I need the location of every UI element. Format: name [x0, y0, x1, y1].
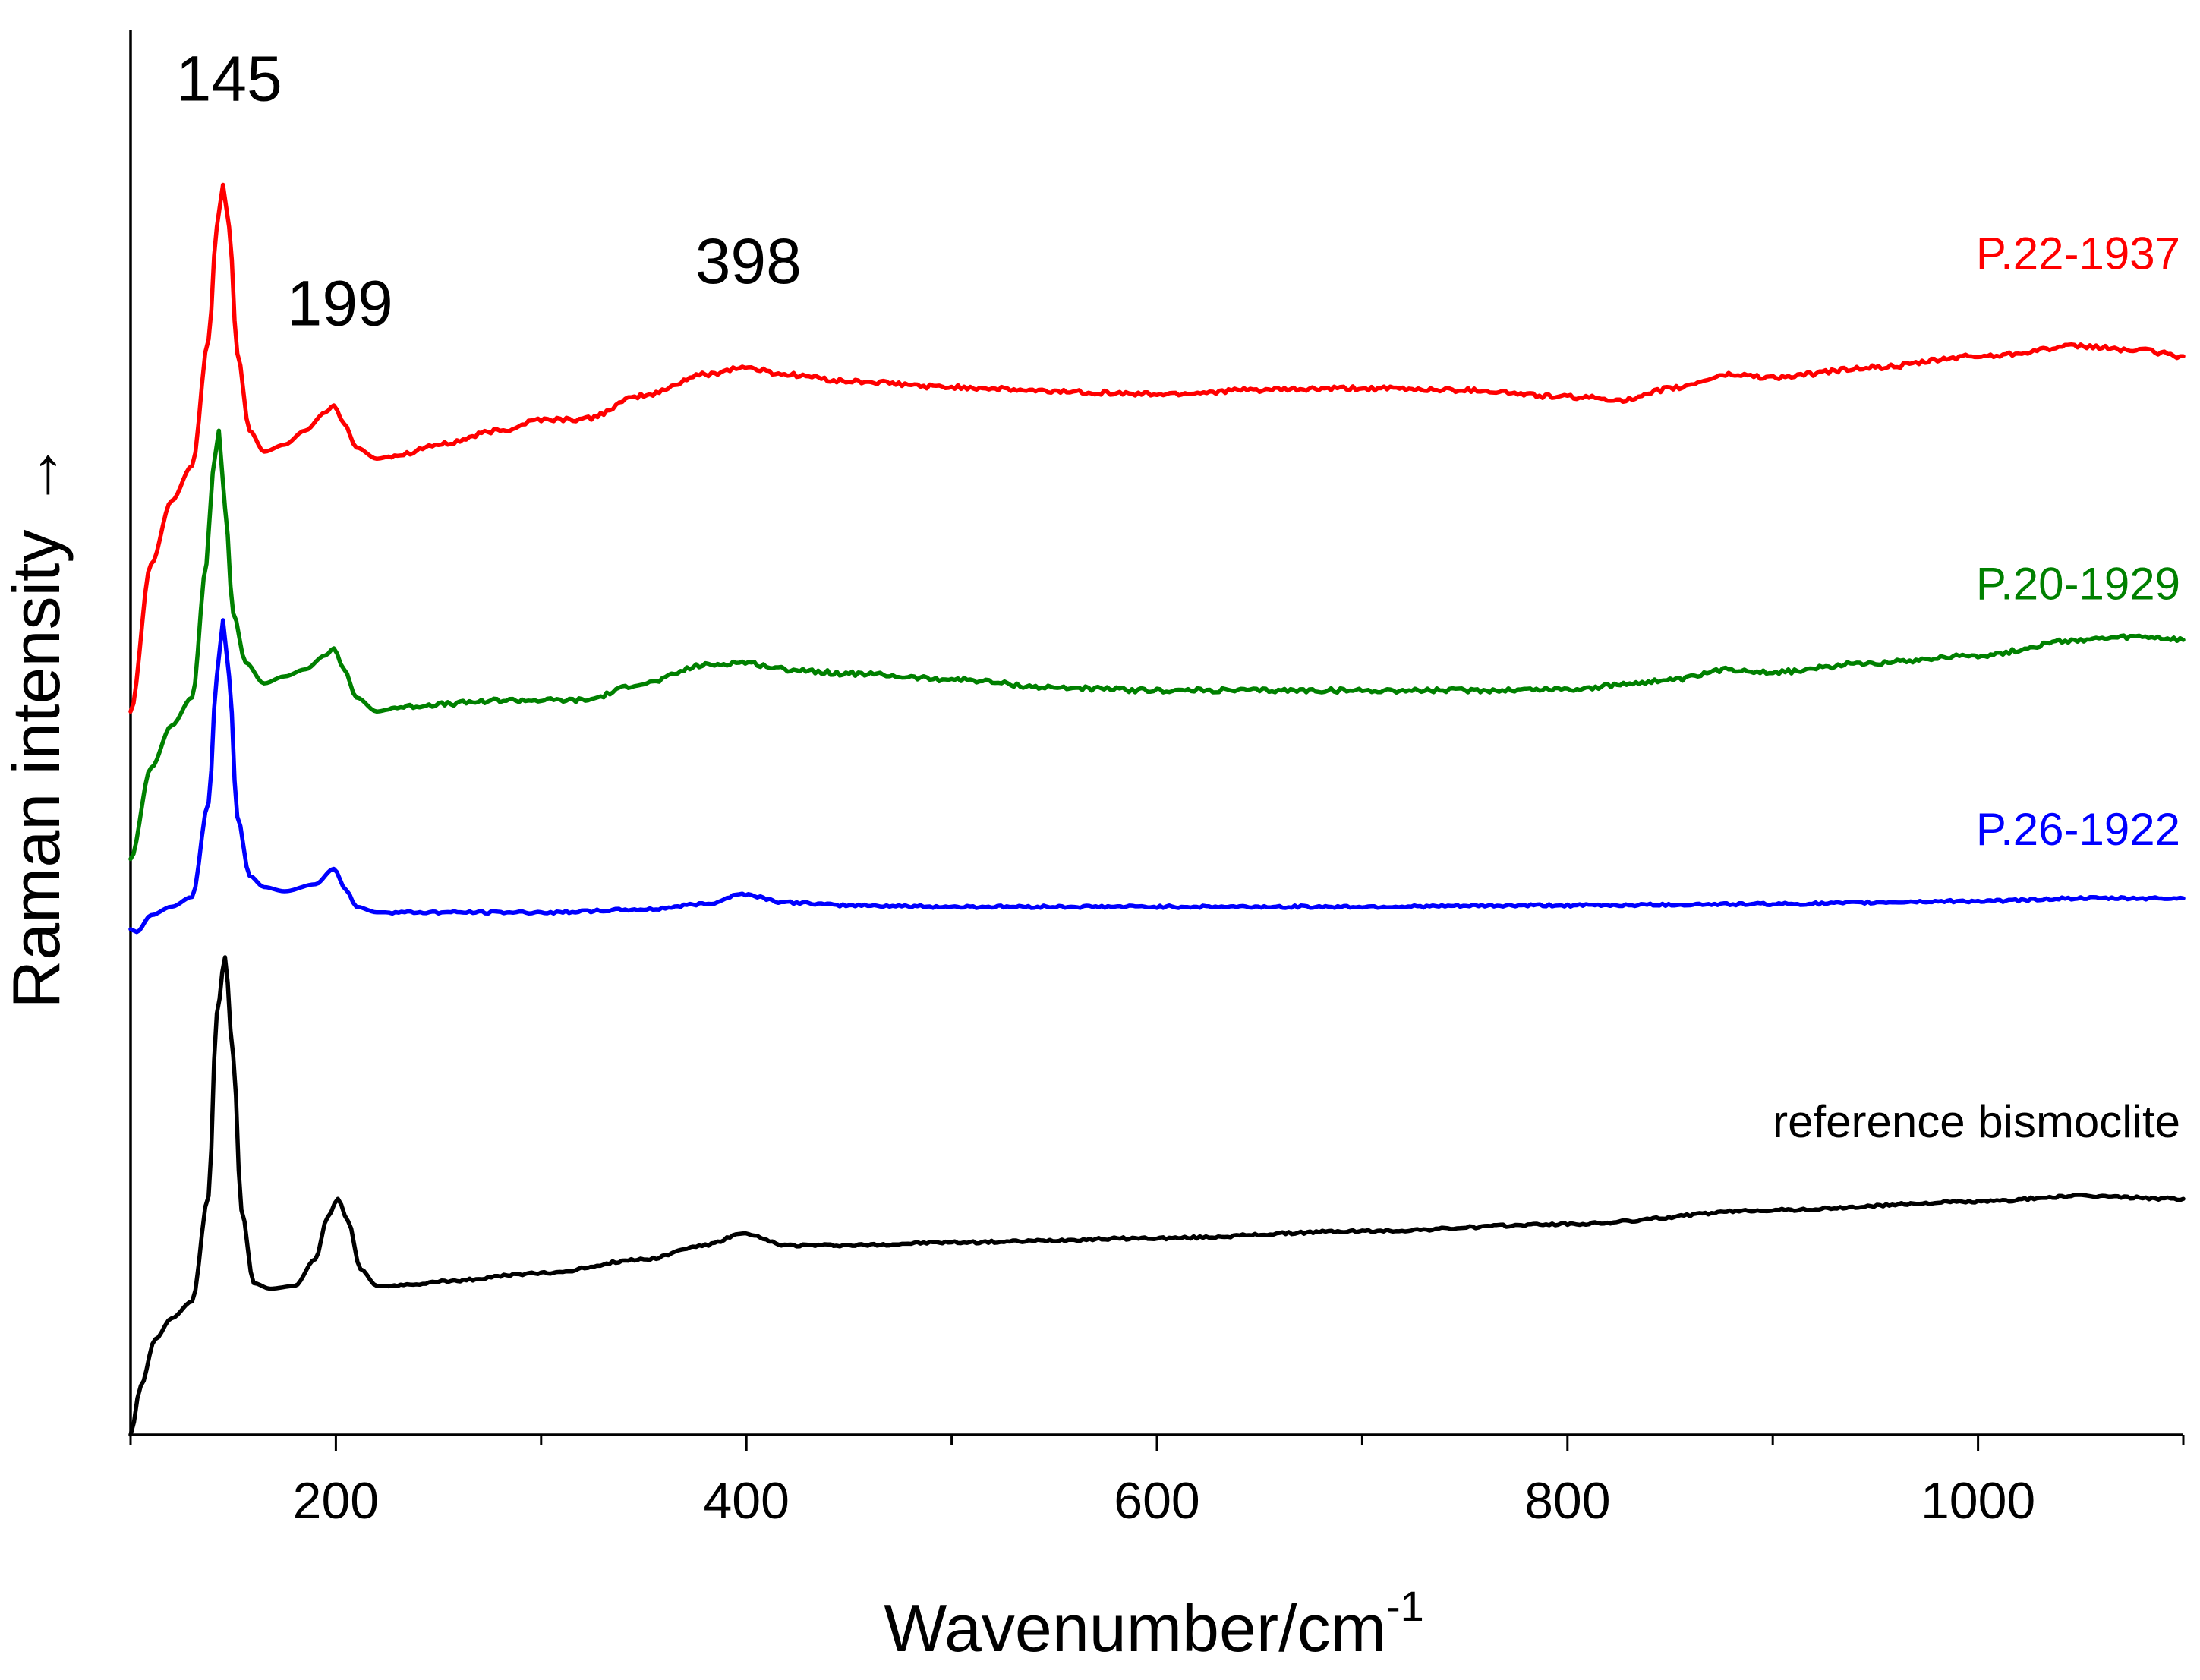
series-labels: P.22-1937 P.20-1929 P.26-1922 reference bis…: [1773, 229, 2180, 1147]
x-axis-ticks: 200 400 600 800 1000: [129, 1435, 2185, 1530]
series-line-p-26-1922: [128, 618, 2186, 935]
x-axis-title-superscript: -1: [1386, 1582, 1424, 1630]
series-line-p-22-1937: [128, 182, 2186, 714]
peak-label: 398: [695, 225, 802, 297]
series-label: P.22-1937: [1976, 229, 2180, 279]
x-tick-label: 200: [293, 1472, 379, 1530]
series-line-reference-bismoclite: [128, 955, 2186, 1437]
series-line-p-20-1929: [128, 428, 2186, 862]
y-axis-title: Raman intensity →: [0, 442, 74, 1009]
x-tick-label: 800: [1524, 1472, 1610, 1530]
series-label: P.20-1929: [1976, 558, 2180, 609]
axes: 200 400 600 800 1000: [129, 30, 2185, 1530]
x-axis-title: Wavenumber/cm-1: [884, 1582, 1424, 1666]
peak-label: 199: [287, 268, 393, 339]
peak-label: 145: [176, 43, 282, 115]
series-label: P.26-1922: [1976, 804, 2180, 855]
x-axis-title-text: Wavenumber/cm: [884, 1590, 1386, 1666]
x-tick-label: 600: [1114, 1472, 1199, 1530]
peak-annotations: 145 199 398: [176, 43, 802, 339]
series-group: [128, 182, 2186, 1437]
y-axis-title-text: Raman intensity: [0, 530, 74, 1009]
x-tick-label: 1000: [1921, 1472, 2035, 1530]
x-tick-label: 400: [703, 1472, 789, 1530]
y-axis-title-arrow: →: [0, 442, 74, 509]
series-label: reference bismoclite: [1773, 1096, 2180, 1147]
